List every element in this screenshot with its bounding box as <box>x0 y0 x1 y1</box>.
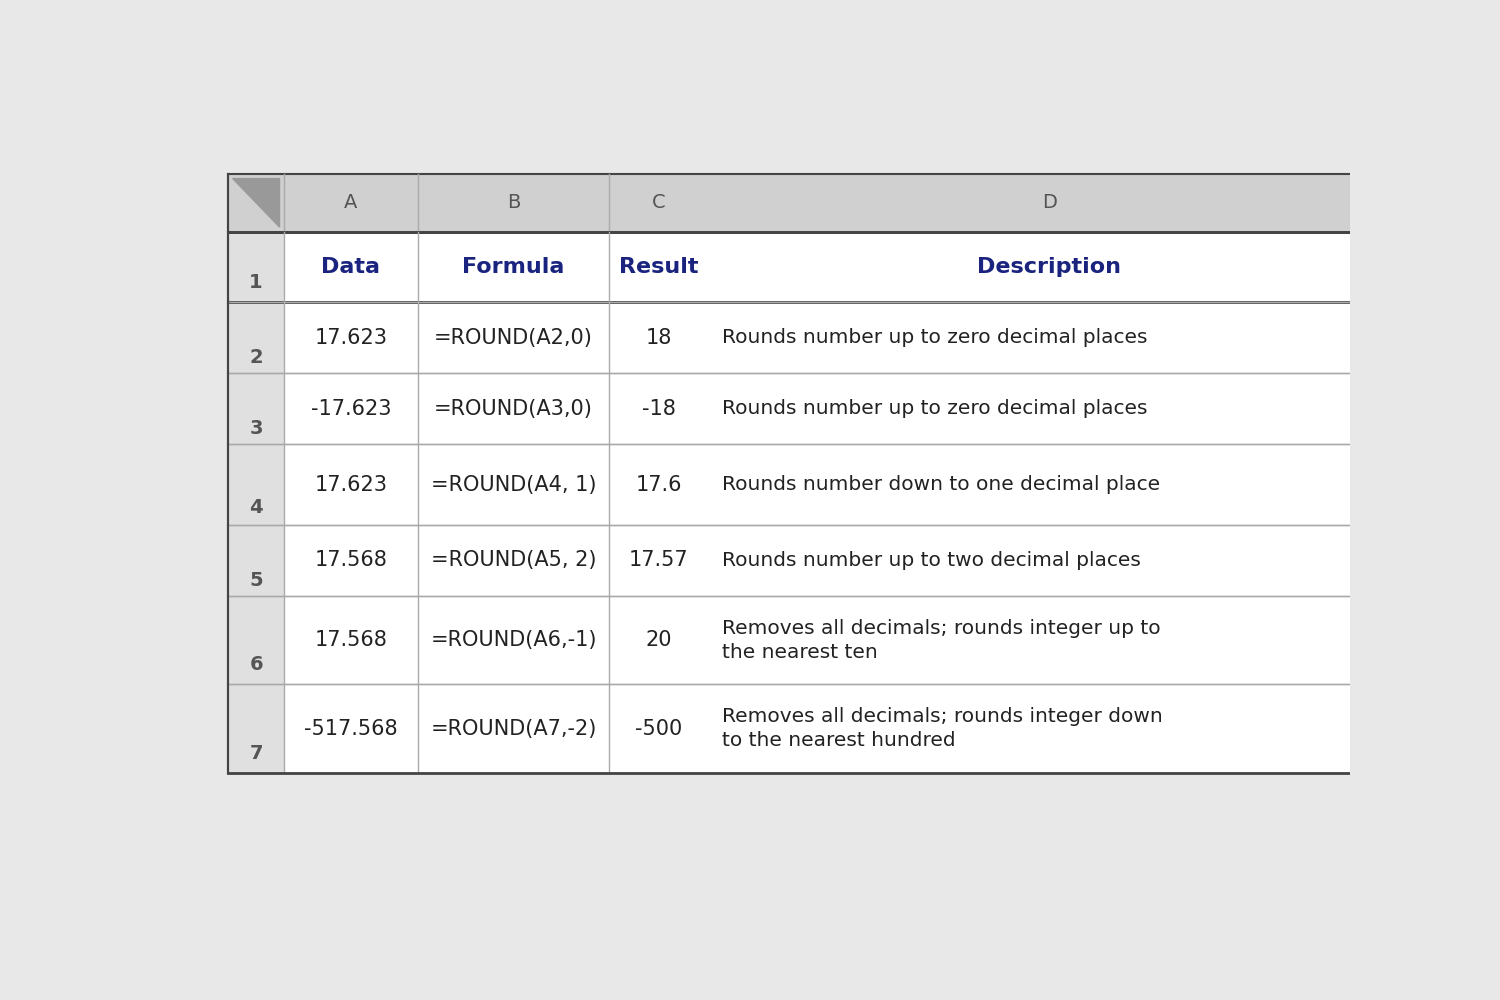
Text: =ROUND(A7,-2): =ROUND(A7,-2) <box>430 719 597 739</box>
Text: -517.568: -517.568 <box>304 719 398 739</box>
Bar <box>284 596 417 684</box>
Text: =ROUND(A5, 2): =ROUND(A5, 2) <box>430 550 597 570</box>
Text: Rounds number up to two decimal places: Rounds number up to two decimal places <box>723 551 1142 570</box>
Bar <box>708 596 1390 684</box>
Text: 17.623: 17.623 <box>315 328 387 348</box>
Bar <box>417 373 609 444</box>
Text: A: A <box>344 193 357 212</box>
Text: 4: 4 <box>249 498 262 517</box>
Bar <box>284 373 417 444</box>
Text: Formula: Formula <box>462 257 566 277</box>
Bar <box>228 373 284 444</box>
Bar <box>609 684 708 773</box>
Bar <box>284 444 417 525</box>
Bar <box>708 373 1390 444</box>
Text: 7: 7 <box>249 744 262 763</box>
Bar <box>228 444 284 525</box>
Bar <box>228 302 284 373</box>
Bar <box>417 684 609 773</box>
Text: Description: Description <box>978 257 1122 277</box>
Bar <box>228 174 284 232</box>
Text: Removes all decimals; rounds integer down: Removes all decimals; rounds integer dow… <box>723 707 1162 726</box>
Bar <box>284 684 417 773</box>
Bar <box>284 302 417 373</box>
Text: =ROUND(A3,0): =ROUND(A3,0) <box>433 399 592 419</box>
Bar <box>609 232 708 302</box>
Text: Rounds number up to zero decimal places: Rounds number up to zero decimal places <box>723 399 1148 418</box>
Text: Rounds number up to zero decimal places: Rounds number up to zero decimal places <box>723 328 1148 347</box>
Bar <box>417 596 609 684</box>
Text: D: D <box>1042 193 1058 212</box>
Text: =ROUND(A4, 1): =ROUND(A4, 1) <box>430 475 597 495</box>
Text: =ROUND(A6,-1): =ROUND(A6,-1) <box>430 630 597 650</box>
Bar <box>708 174 1390 232</box>
Text: 1: 1 <box>249 273 262 292</box>
Text: 5: 5 <box>249 571 262 590</box>
Text: -500: -500 <box>636 719 682 739</box>
Bar <box>417 525 609 596</box>
Text: 3: 3 <box>249 419 262 438</box>
Text: the nearest ten: the nearest ten <box>723 643 878 662</box>
Text: Removes all decimals; rounds integer up to: Removes all decimals; rounds integer up … <box>723 619 1161 638</box>
Polygon shape <box>232 179 279 227</box>
Text: Rounds number down to one decimal place: Rounds number down to one decimal place <box>723 475 1161 494</box>
Bar <box>708 444 1390 525</box>
Bar <box>228 684 284 773</box>
Text: B: B <box>507 193 520 212</box>
Bar <box>228 525 284 596</box>
Bar <box>228 596 284 684</box>
Text: -18: -18 <box>642 399 676 419</box>
Text: to the nearest hundred: to the nearest hundred <box>723 731 956 750</box>
Text: Result: Result <box>620 257 699 277</box>
Bar <box>417 232 609 302</box>
Text: 20: 20 <box>645 630 672 650</box>
Text: 17.57: 17.57 <box>628 550 688 570</box>
Text: =ROUND(A2,0): =ROUND(A2,0) <box>433 328 592 348</box>
Bar <box>708 232 1390 302</box>
Bar <box>609 302 708 373</box>
Bar <box>609 373 708 444</box>
Bar <box>708 302 1390 373</box>
Text: 17.623: 17.623 <box>315 475 387 495</box>
Bar <box>228 232 284 302</box>
Text: 17.6: 17.6 <box>636 475 682 495</box>
Bar <box>417 302 609 373</box>
Bar <box>417 174 609 232</box>
Text: 18: 18 <box>645 328 672 348</box>
Bar <box>609 525 708 596</box>
Bar <box>284 174 417 232</box>
Text: -17.623: -17.623 <box>310 399 392 419</box>
Bar <box>609 444 708 525</box>
Bar <box>609 174 708 232</box>
Bar <box>708 525 1390 596</box>
Bar <box>708 684 1390 773</box>
Text: 17.568: 17.568 <box>315 630 387 650</box>
Text: Data: Data <box>321 257 381 277</box>
Bar <box>609 596 708 684</box>
Text: 2: 2 <box>249 348 262 367</box>
Text: 17.568: 17.568 <box>315 550 387 570</box>
Bar <box>417 444 609 525</box>
Bar <box>284 525 417 596</box>
Text: C: C <box>652 193 666 212</box>
Bar <box>284 232 417 302</box>
Text: 6: 6 <box>249 655 262 674</box>
